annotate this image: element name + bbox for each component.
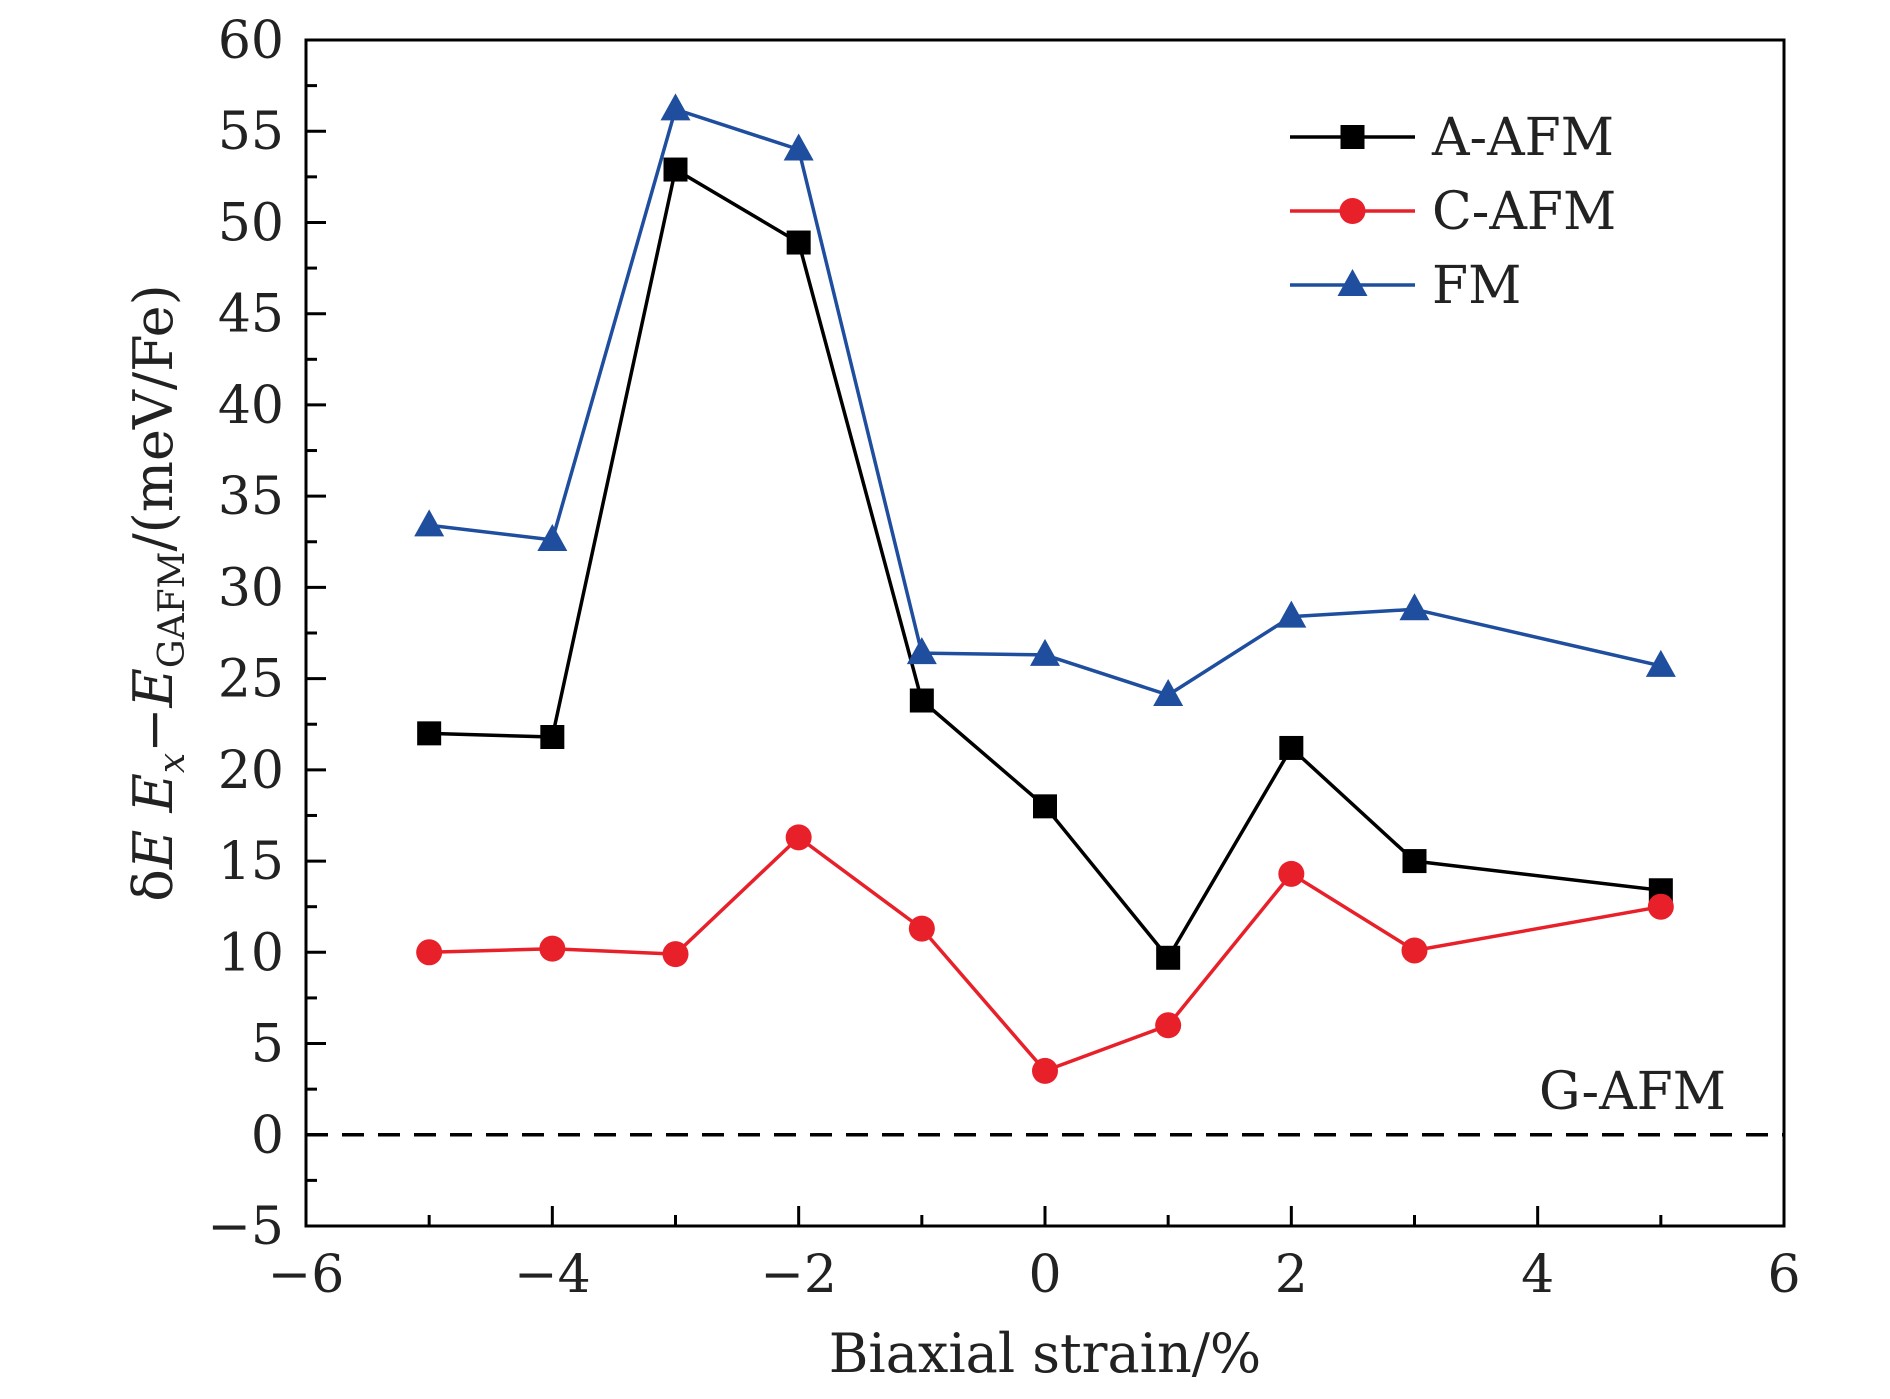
series-line-fm	[428, 107, 1662, 697]
data-point-a-afm	[1279, 735, 1304, 760]
x-tick-label: −2	[760, 1245, 837, 1305]
y-tick-label: 0	[251, 1106, 284, 1166]
data-point-c-afm	[539, 935, 566, 962]
data-point-c-afm	[1032, 1057, 1058, 1084]
data-point-fm	[660, 93, 691, 121]
data-point-fm	[1399, 593, 1430, 621]
y-tick-label: 40	[218, 376, 284, 436]
axis-labels: Biaxial strain/% δE Ex−EGAFM/(meV/Fe)	[122, 284, 1261, 1385]
y-axis-label: δE Ex−EGAFM/(meV/Fe)	[122, 284, 193, 901]
y-tick-label: 50	[218, 193, 284, 253]
data-point-fm	[783, 133, 814, 161]
data-point-a-afm	[786, 230, 811, 255]
legend-label-a-afm: A-AFM	[1431, 108, 1614, 168]
x-tick-label: 2	[1275, 1245, 1308, 1305]
x-tick-label: −4	[514, 1245, 591, 1305]
y-tick-label: 30	[218, 558, 284, 618]
y-tick-label: 60	[218, 11, 284, 71]
axes: −5 0 5 10 15 20 25 30 35 40 45 50 55 60 −6 −4 −2 0 2 4 6	[207, 11, 1800, 1305]
series-line-c-afm	[429, 835, 1662, 1073]
y-tick-label: 15	[218, 832, 284, 892]
y-tick-label: 35	[218, 467, 284, 527]
legend-marker-fm	[1337, 269, 1368, 296]
data-point-fm	[537, 523, 568, 551]
data-point-c-afm	[662, 941, 689, 968]
data-point-c-afm	[785, 824, 812, 851]
data-point-c-afm	[1401, 937, 1428, 964]
y-tick-label: 45	[218, 285, 284, 345]
y-tick-label: 10	[218, 923, 284, 983]
data-point-a-afm	[417, 721, 442, 746]
data-point-fm	[1276, 600, 1307, 628]
x-axis-label: Biaxial strain/%	[829, 1322, 1261, 1385]
data-point-a-afm	[540, 725, 565, 750]
reference-line-label: G-AFM	[1539, 1062, 1726, 1122]
x-tick-label: 6	[1767, 1245, 1800, 1305]
legend-marker-a-afm	[1340, 125, 1365, 149]
series-line-a-afm	[429, 167, 1662, 960]
data-point-a-afm	[1033, 794, 1057, 819]
data-point-c-afm	[1278, 860, 1305, 887]
x-tick-label: 0	[1028, 1245, 1061, 1305]
plot-data: G-AFM	[306, 93, 1784, 1137]
data-point-fm	[1153, 679, 1184, 707]
data-point-fm	[1645, 649, 1676, 677]
y-tick-label: 25	[218, 650, 284, 710]
legend-label-c-afm: C-AFM	[1432, 182, 1616, 242]
data-point-fm	[414, 509, 445, 537]
y-tick-label: 55	[218, 102, 284, 162]
data-point-fm	[1030, 638, 1060, 666]
data-point-a-afm	[1402, 849, 1427, 874]
data-point-c-afm	[1155, 1012, 1182, 1039]
data-point-c-afm	[1647, 893, 1674, 920]
data-point-a-afm	[909, 688, 934, 713]
y-tick-label: 5	[251, 1015, 284, 1075]
data-point-c-afm	[908, 915, 935, 942]
y-tick-label: 20	[218, 741, 284, 801]
legend-marker-c-afm	[1339, 198, 1366, 224]
legend: A-AFM C-AFM FM	[1290, 108, 1616, 316]
data-point-c-afm	[416, 939, 443, 966]
x-tick-label: 4	[1521, 1245, 1554, 1305]
data-point-a-afm	[1156, 945, 1181, 970]
data-point-a-afm	[663, 157, 688, 182]
legend-label-fm: FM	[1432, 256, 1521, 316]
y-tick-label: −5	[207, 1197, 284, 1257]
x-tick-label: −6	[268, 1245, 345, 1305]
data-point-fm	[906, 637, 937, 665]
